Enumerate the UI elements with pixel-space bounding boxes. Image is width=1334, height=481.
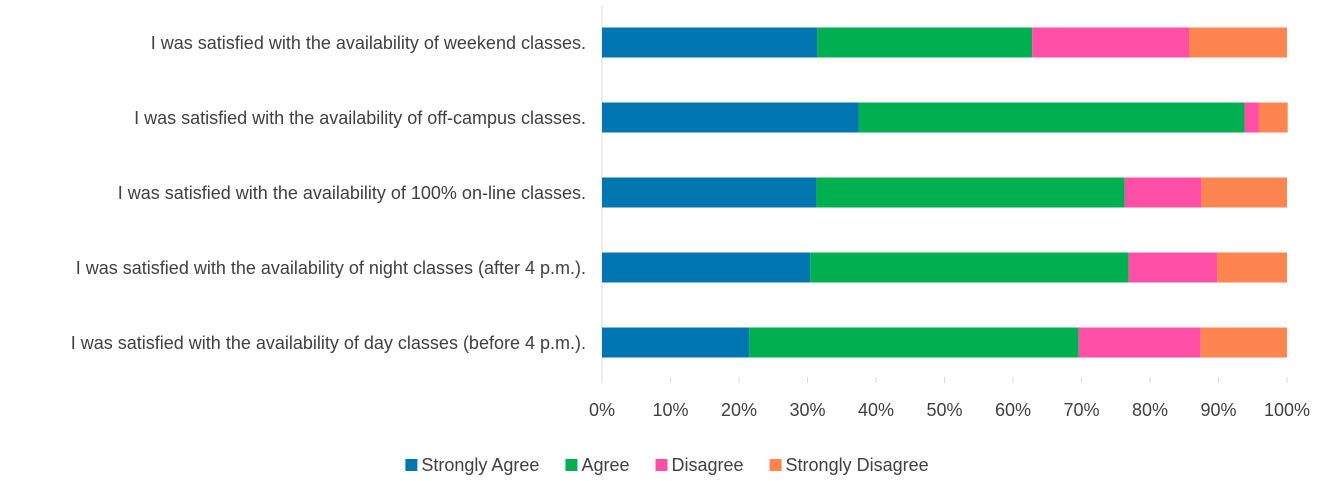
y-tick-label: I was satisfied with the availability of… (0, 13, 586, 73)
bar-segment (817, 27, 1033, 58)
bar-segment (602, 252, 811, 283)
category-text: I was satisfied with the availability of… (117, 182, 586, 203)
legend-label: Strongly Disagree (786, 455, 929, 475)
x-tick-label: 50% (926, 400, 962, 420)
bar-segment (1258, 102, 1288, 133)
x-tick-label: 100% (1264, 400, 1310, 420)
bar-segment (1078, 327, 1201, 358)
category-text: I was satisfied with the availability of… (150, 32, 586, 53)
y-tick-label: I was satisfied with the availability of… (0, 163, 586, 223)
bar-segment (1124, 177, 1202, 208)
y-tick-label: I was satisfied with the availability of… (0, 88, 586, 148)
legend-label: Disagree (672, 455, 744, 475)
x-tick-label: 20% (721, 400, 757, 420)
category-text: I was satisfied with the availability of… (75, 257, 586, 278)
x-tick-label: 60% (995, 400, 1031, 420)
y-tick-label: I was satisfied with the availability of… (0, 238, 586, 298)
bar-segment (810, 252, 1129, 283)
x-tick-label: 0% (589, 400, 615, 420)
y-tick-label: I was satisfied with the availability of… (0, 313, 586, 373)
bar-segment (1217, 252, 1287, 283)
bar-segment (858, 102, 1245, 133)
bar-segment (749, 327, 1079, 358)
bar-segment (1200, 327, 1287, 358)
x-tick-label: 30% (789, 400, 825, 420)
x-tick-label: 80% (1132, 400, 1168, 420)
x-tick-label: 90% (1200, 400, 1236, 420)
bar-segment (816, 177, 1125, 208)
legend-label: Strongly Agree (421, 455, 539, 475)
x-tick-label: 40% (858, 400, 894, 420)
legend-swatch (565, 459, 578, 471)
bar-segment (602, 177, 817, 208)
x-tick-label: 70% (1063, 400, 1099, 420)
bar-segment (1032, 27, 1190, 58)
legend-swatch (769, 459, 782, 471)
category-text: I was satisfied with the availability of… (134, 107, 586, 128)
bar-segment (1189, 27, 1287, 58)
bar-segment (602, 102, 859, 133)
x-tick-label: 10% (652, 400, 688, 420)
bar-segment (602, 27, 818, 58)
bar-segment (602, 327, 750, 358)
category-text: I was satisfied with the availability of… (70, 332, 586, 353)
bar-segment (1201, 177, 1287, 208)
bar-segment (1128, 252, 1218, 283)
legend-label: Agree (581, 455, 629, 475)
bar-segment (1244, 102, 1259, 133)
legend-swatch (655, 459, 668, 471)
legend-swatch (405, 459, 418, 471)
